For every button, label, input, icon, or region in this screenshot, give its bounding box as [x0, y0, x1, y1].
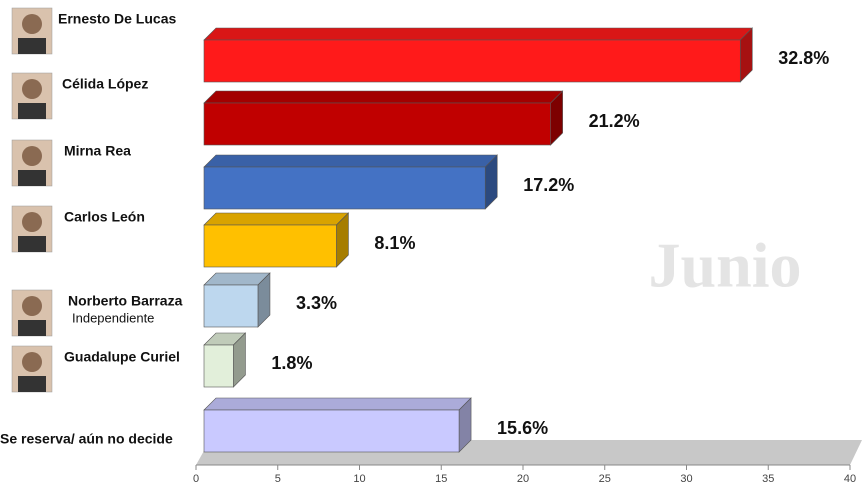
- value-label: 8.1%: [374, 233, 415, 253]
- x-tick-label: 35: [762, 473, 774, 485]
- bar-top: [203, 90, 564, 104]
- photo-body: [18, 38, 46, 54]
- category-label: Célida López: [62, 76, 148, 92]
- bar: [203, 90, 564, 146]
- x-tick-label: 20: [517, 473, 529, 485]
- value-label: 21.2%: [589, 111, 640, 131]
- bar: [203, 272, 271, 328]
- value-label: 1.8%: [271, 353, 312, 373]
- bar: [203, 212, 350, 268]
- x-tick-label: 40: [844, 473, 856, 485]
- photo-head: [22, 79, 42, 99]
- bar-front: [203, 39, 741, 83]
- photo-body: [18, 103, 46, 119]
- bar-top: [203, 397, 472, 411]
- annotation: Independiente: [72, 310, 154, 325]
- bar-top: [203, 212, 350, 226]
- photo-head: [22, 146, 42, 166]
- bar: [203, 332, 247, 388]
- category-label: Se reserva/ aún no decide: [0, 431, 173, 447]
- x-tick-label: 0: [193, 473, 199, 485]
- bar-front: [203, 166, 486, 210]
- bar-top: [203, 154, 498, 168]
- bar: [203, 154, 498, 210]
- bar-front: [203, 344, 234, 388]
- category-label: Carlos León: [64, 209, 145, 225]
- photo-body: [18, 376, 46, 392]
- x-tick-label: 30: [680, 473, 692, 485]
- x-tick-label: 15: [435, 473, 447, 485]
- category-label: Mirna Rea: [64, 143, 131, 159]
- bar-front: [203, 102, 551, 146]
- photo-head: [22, 296, 42, 316]
- value-label: 32.8%: [778, 48, 829, 68]
- photo-body: [18, 236, 46, 252]
- x-tick-label: 5: [275, 473, 281, 485]
- bar-top: [203, 27, 754, 41]
- value-label: 15.6%: [497, 418, 548, 438]
- x-tick-label: 10: [353, 473, 365, 485]
- category-label: Ernesto De Lucas: [58, 11, 176, 27]
- value-label: 17.2%: [523, 175, 574, 195]
- x-tick-label: 25: [599, 473, 611, 485]
- photo-head: [22, 14, 42, 34]
- bar-front: [203, 224, 337, 268]
- photo-head: [22, 352, 42, 372]
- watermark: Junio: [649, 230, 802, 301]
- bar: [203, 397, 472, 453]
- category-label: Norberto Barraza: [68, 293, 183, 309]
- category-label: Guadalupe Curiel: [64, 349, 180, 365]
- value-label: 3.3%: [296, 293, 337, 313]
- photo-body: [18, 170, 46, 186]
- photo-head: [22, 212, 42, 232]
- bar-front: [203, 409, 460, 453]
- bar: [203, 27, 754, 83]
- bar-front: [203, 284, 259, 328]
- photo-body: [18, 320, 46, 336]
